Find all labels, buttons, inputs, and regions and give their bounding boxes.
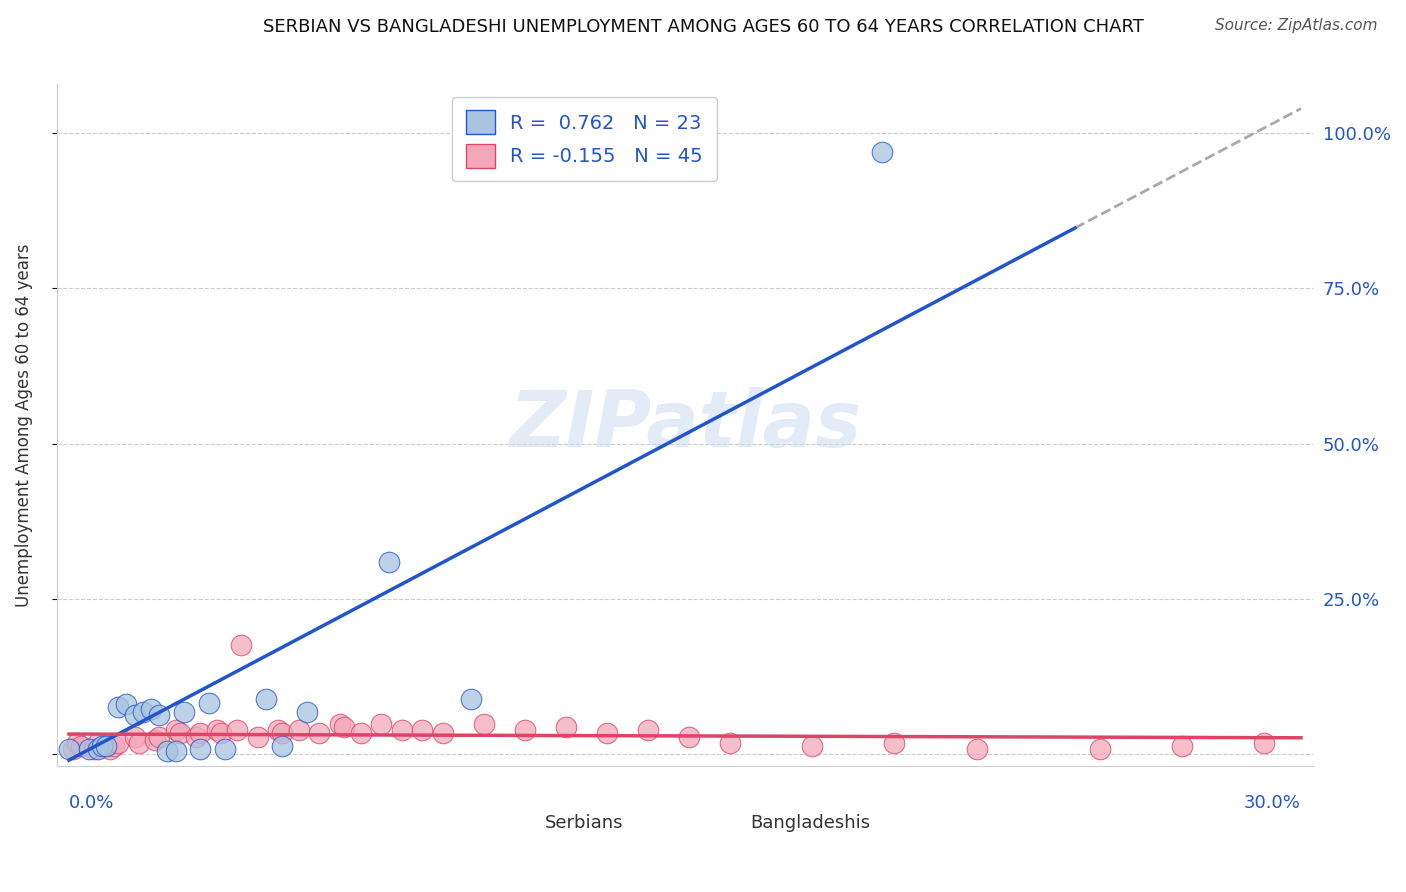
Point: [267, 723, 290, 738]
Point: [596, 726, 619, 740]
Point: [143, 732, 166, 747]
Point: [165, 723, 187, 738]
Point: [205, 723, 228, 738]
Point: [554, 720, 576, 734]
Point: [246, 730, 269, 744]
Point: [870, 145, 893, 159]
Point: [148, 730, 170, 744]
Point: [718, 736, 741, 750]
Point: [86, 742, 108, 756]
Point: [98, 742, 121, 756]
Point: [66, 736, 89, 750]
Point: [1171, 739, 1194, 753]
Point: [148, 708, 170, 723]
Point: [214, 742, 236, 756]
Point: [333, 720, 356, 734]
Point: [432, 726, 454, 740]
Point: [165, 744, 187, 758]
Text: SERBIAN VS BANGLADESHI UNEMPLOYMENT AMONG AGES 60 TO 64 YEARS CORRELATION CHART: SERBIAN VS BANGLADESHI UNEMPLOYMENT AMON…: [263, 18, 1143, 36]
Point: [349, 726, 371, 740]
FancyBboxPatch shape: [522, 804, 560, 824]
Text: ZIPatlas: ZIPatlas: [509, 387, 860, 463]
Point: [139, 702, 162, 716]
Text: 30.0%: 30.0%: [1244, 794, 1301, 812]
Point: [271, 726, 294, 740]
Point: [378, 555, 401, 569]
Point: [271, 739, 294, 754]
Point: [883, 736, 905, 750]
Point: [62, 742, 84, 756]
Point: [103, 739, 125, 753]
Legend: R =  0.762   N = 23, R = -0.155   N = 45: R = 0.762 N = 23, R = -0.155 N = 45: [453, 97, 717, 181]
Point: [1253, 736, 1275, 750]
Point: [86, 736, 108, 750]
Point: [966, 742, 988, 756]
Point: [124, 708, 146, 723]
Point: [209, 726, 232, 740]
Point: [254, 692, 277, 706]
Point: [370, 717, 392, 731]
Point: [132, 705, 155, 719]
Point: [124, 730, 146, 744]
Point: [460, 692, 482, 706]
Text: Serbians: Serbians: [546, 814, 624, 832]
FancyBboxPatch shape: [748, 804, 786, 824]
Point: [115, 698, 138, 712]
Point: [472, 717, 495, 731]
Point: [90, 739, 112, 754]
Point: [308, 726, 330, 740]
Point: [188, 726, 211, 740]
Point: [288, 723, 311, 738]
Point: [295, 705, 318, 719]
Point: [128, 736, 150, 750]
Point: [94, 739, 117, 754]
Point: [107, 700, 129, 714]
Point: [70, 739, 93, 753]
Point: [186, 730, 208, 744]
Point: [411, 723, 433, 738]
Point: [1088, 742, 1111, 756]
Point: [801, 739, 824, 753]
Point: [169, 726, 191, 740]
Point: [83, 742, 105, 756]
Text: Bangladeshis: Bangladeshis: [751, 814, 870, 832]
Point: [329, 717, 352, 731]
Point: [513, 723, 536, 738]
Point: [173, 705, 195, 719]
Point: [231, 638, 253, 652]
Text: 0.0%: 0.0%: [69, 794, 114, 812]
Y-axis label: Unemployment Among Ages 60 to 64 years: Unemployment Among Ages 60 to 64 years: [15, 244, 32, 607]
Point: [107, 736, 129, 750]
Point: [637, 723, 659, 738]
Point: [79, 742, 101, 756]
Point: [58, 742, 80, 756]
Point: [156, 744, 179, 758]
Point: [197, 696, 219, 710]
Text: Source: ZipAtlas.com: Source: ZipAtlas.com: [1215, 18, 1378, 33]
Point: [678, 730, 700, 744]
Point: [188, 742, 211, 756]
Point: [226, 723, 249, 738]
Point: [391, 723, 413, 738]
